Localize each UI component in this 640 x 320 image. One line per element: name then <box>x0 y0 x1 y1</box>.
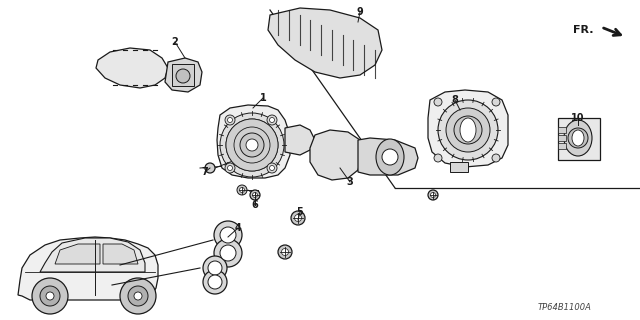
Circle shape <box>282 249 289 255</box>
Circle shape <box>208 275 222 289</box>
Circle shape <box>431 193 435 197</box>
Circle shape <box>492 154 500 162</box>
Text: 7: 7 <box>202 167 209 177</box>
Circle shape <box>227 117 232 123</box>
Circle shape <box>492 98 500 106</box>
Circle shape <box>120 278 156 314</box>
Circle shape <box>176 69 190 83</box>
Circle shape <box>269 117 275 123</box>
Circle shape <box>234 127 270 163</box>
Text: 2: 2 <box>172 37 179 47</box>
Polygon shape <box>358 138 418 175</box>
Circle shape <box>269 165 275 171</box>
Circle shape <box>291 211 305 225</box>
Circle shape <box>382 149 398 165</box>
Ellipse shape <box>376 139 404 175</box>
Polygon shape <box>18 237 158 300</box>
Circle shape <box>428 190 438 200</box>
Circle shape <box>434 98 442 106</box>
Polygon shape <box>103 244 138 264</box>
Circle shape <box>46 292 54 300</box>
Text: FR.: FR. <box>573 25 594 35</box>
Circle shape <box>226 119 278 171</box>
Circle shape <box>225 115 235 125</box>
Polygon shape <box>285 125 315 155</box>
Bar <box>558 118 600 160</box>
Circle shape <box>220 245 236 261</box>
Circle shape <box>32 278 68 314</box>
Polygon shape <box>310 130 362 180</box>
Bar <box>558 127 566 133</box>
Ellipse shape <box>572 130 584 146</box>
Text: 1: 1 <box>260 93 266 103</box>
Circle shape <box>227 165 232 171</box>
Bar <box>172 64 194 86</box>
Circle shape <box>214 239 242 267</box>
Polygon shape <box>268 8 382 78</box>
Circle shape <box>128 286 148 306</box>
Text: 9: 9 <box>356 7 364 17</box>
Circle shape <box>438 100 498 160</box>
Polygon shape <box>40 238 145 272</box>
Text: 6: 6 <box>252 200 259 210</box>
Polygon shape <box>428 90 508 167</box>
Polygon shape <box>217 105 290 178</box>
Circle shape <box>239 188 244 193</box>
Circle shape <box>208 261 222 275</box>
Circle shape <box>568 128 588 148</box>
Circle shape <box>203 256 227 280</box>
Circle shape <box>240 133 264 157</box>
Circle shape <box>203 270 227 294</box>
Text: 5: 5 <box>296 207 303 217</box>
Polygon shape <box>165 58 202 92</box>
Circle shape <box>267 163 277 173</box>
Ellipse shape <box>460 118 476 142</box>
Circle shape <box>226 119 278 171</box>
Text: 3: 3 <box>347 177 353 187</box>
Text: 4: 4 <box>235 223 241 233</box>
Circle shape <box>253 193 257 197</box>
Circle shape <box>220 227 236 243</box>
Circle shape <box>454 116 482 144</box>
Bar <box>450 162 468 172</box>
Text: TP64B1100A: TP64B1100A <box>538 303 592 313</box>
Circle shape <box>434 154 442 162</box>
Bar <box>558 135 566 141</box>
Circle shape <box>214 221 242 249</box>
Circle shape <box>134 292 142 300</box>
Circle shape <box>246 139 258 151</box>
Text: 10: 10 <box>572 113 585 123</box>
Circle shape <box>267 115 277 125</box>
Circle shape <box>205 163 215 173</box>
Ellipse shape <box>564 120 592 156</box>
Circle shape <box>446 108 490 152</box>
Circle shape <box>250 190 260 200</box>
Polygon shape <box>55 244 100 264</box>
Circle shape <box>278 245 292 259</box>
Circle shape <box>220 113 284 177</box>
Bar <box>558 143 566 149</box>
Polygon shape <box>96 48 168 88</box>
Circle shape <box>294 214 301 221</box>
Circle shape <box>225 163 235 173</box>
Circle shape <box>237 185 247 195</box>
Text: 8: 8 <box>452 95 458 105</box>
Circle shape <box>40 286 60 306</box>
